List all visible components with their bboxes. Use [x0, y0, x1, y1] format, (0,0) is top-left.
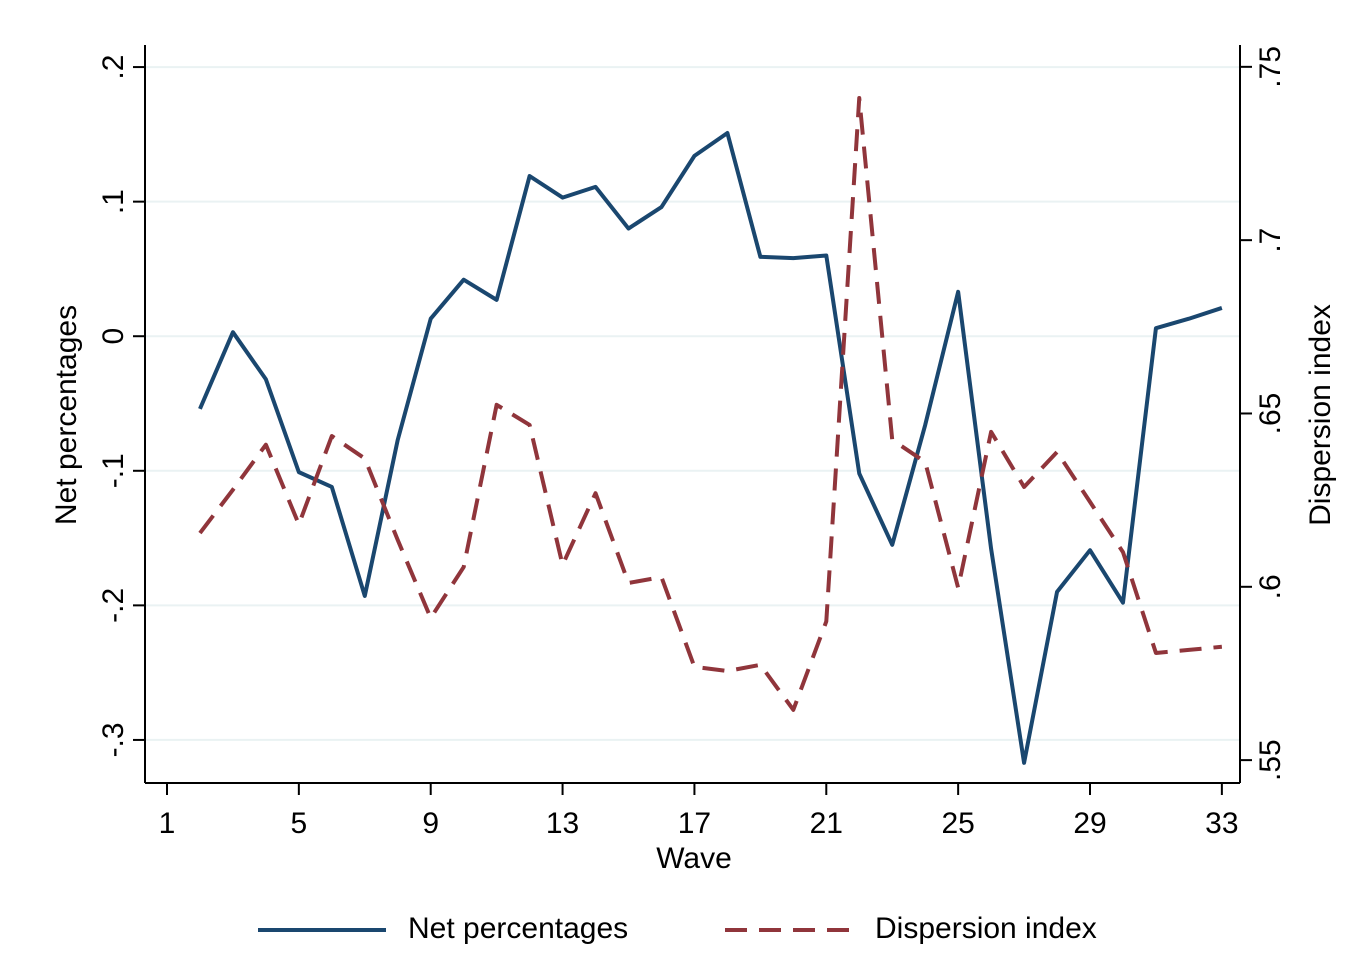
x-tick-label: 17 — [678, 807, 711, 840]
line-series — [198, 131, 1223, 765]
x-tick-label: 25 — [941, 807, 974, 840]
x-axis-title: Wave — [656, 842, 732, 875]
y2-tick-label: .55 — [1254, 739, 1287, 781]
x-tick-label: 5 — [291, 807, 308, 840]
legend-label: Net percentages — [408, 912, 628, 945]
y-tick-label: 0 — [97, 328, 130, 345]
x-tick-label: 13 — [546, 807, 579, 840]
x-tick-label: 9 — [422, 807, 439, 840]
y2-tick-label: .75 — [1254, 46, 1287, 88]
x-tick-label: 29 — [1073, 807, 1106, 840]
legend-label: Dispersion index — [875, 912, 1097, 945]
y-tick-label: -.2 — [97, 588, 130, 623]
y2-axis-title: Dispersion index — [1304, 304, 1337, 526]
y2-tick-label: .6 — [1254, 574, 1287, 599]
y-axis-title: Net percentages — [50, 305, 83, 525]
y2-tick-label: .65 — [1254, 393, 1287, 435]
x-tick-label: 1 — [159, 807, 176, 840]
x-tick-label: 21 — [810, 807, 843, 840]
x-tick-label: 33 — [1205, 807, 1238, 840]
y2-tick-label: .7 — [1254, 228, 1287, 253]
y-tick-label: .2 — [97, 55, 130, 80]
y-tick-label: -.1 — [97, 453, 130, 488]
y-tick-label: .1 — [97, 189, 130, 214]
line-series — [198, 96, 1223, 712]
y-tick-label: -.3 — [97, 722, 130, 757]
